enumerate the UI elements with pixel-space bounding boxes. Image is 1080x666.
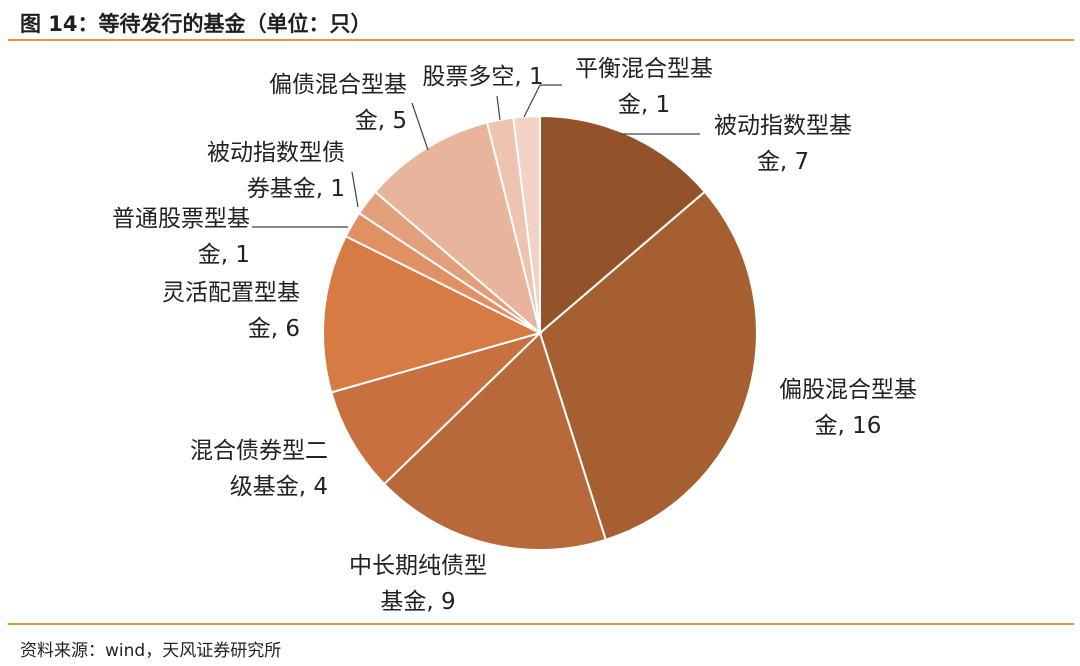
top-divider xyxy=(8,39,1074,41)
slice-label: 股票多空, 1 xyxy=(422,64,543,90)
slice-label: 被动指数型基金, 7 xyxy=(714,113,852,175)
slice-label: 混合债券型二级基金, 4 xyxy=(190,438,328,500)
pie-slice xyxy=(373,121,542,336)
pie-slice xyxy=(512,114,541,334)
pie-slice xyxy=(538,190,758,542)
bottom-divider xyxy=(8,623,1074,625)
pie-slice xyxy=(330,332,541,486)
leader-line xyxy=(523,84,562,118)
slice-label: 灵活配置型基金, 6 xyxy=(162,280,300,342)
slice-label: 被动指数型债券基金, 1 xyxy=(207,140,345,202)
chart-title: 图 14：等待发行的基金（单位：只） xyxy=(20,12,372,36)
pie-slice xyxy=(539,114,707,336)
pie-slice xyxy=(382,331,608,551)
leader-line xyxy=(351,171,359,208)
pie-slice xyxy=(322,234,543,394)
slice-label: 普通股票型基金, 1 xyxy=(112,206,250,268)
slice-label: 偏债混合型基金, 5 xyxy=(269,72,407,134)
leader-line xyxy=(411,102,429,151)
leader-line xyxy=(496,95,501,121)
source-note: 资料来源：wind，天风证券研究所 xyxy=(20,641,282,661)
slice-label: 平衡混合型基金, 1 xyxy=(575,56,713,118)
slice-label: 偏股混合型基金, 16 xyxy=(779,377,917,439)
slice-label: 中长期纯债型基金, 9 xyxy=(349,553,487,615)
